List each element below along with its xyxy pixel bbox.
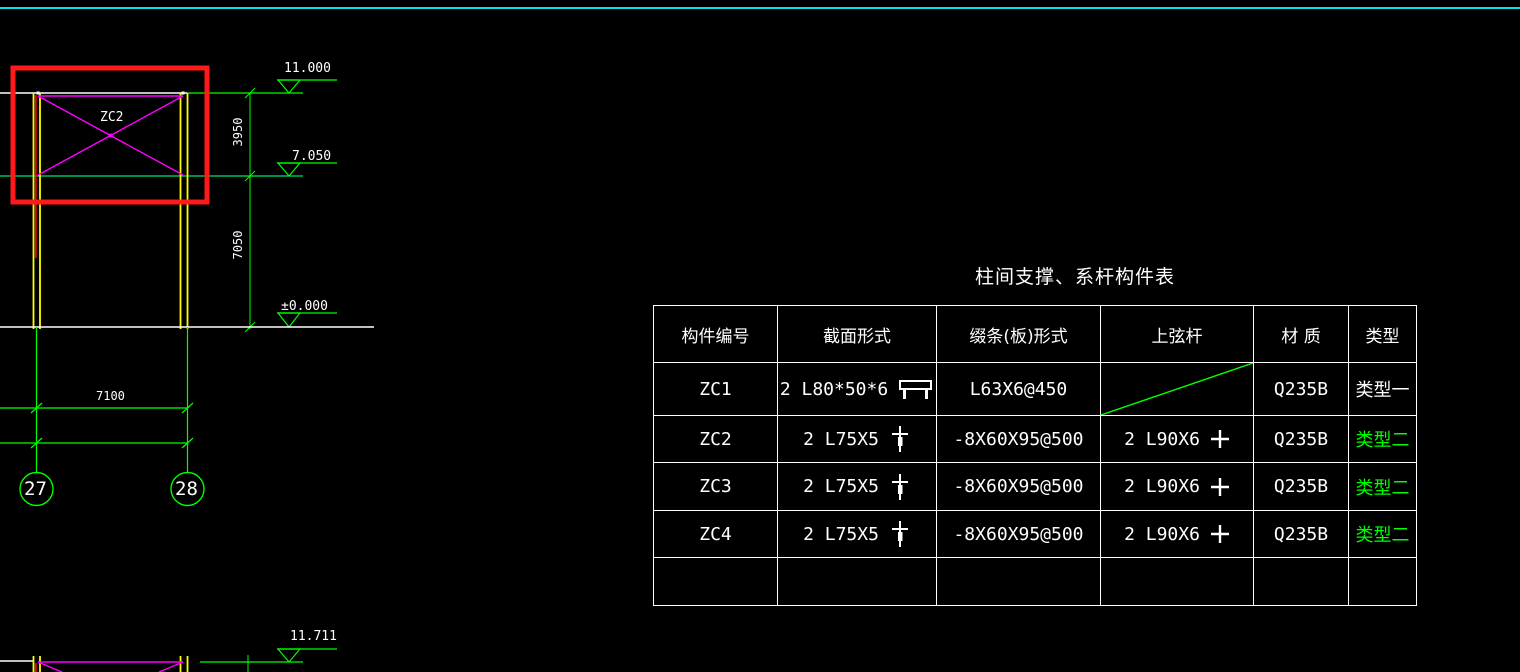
member-id: ZC1 [653, 362, 778, 416]
member-id: ZC3 [653, 462, 778, 511]
selection-highlight-box [10, 65, 210, 205]
grid-bubble-28-circle [170, 471, 205, 507]
cruciform-tee-icon [891, 521, 908, 547]
dimension-7050: 7050 [231, 230, 245, 260]
header-type: 类型 [1348, 305, 1417, 363]
diagonal-slash-icon [1101, 363, 1253, 415]
table-row: ZC4 2 L75X5 -8X60X95@500 2 L90X6 Q235B 类… [653, 510, 1417, 558]
double-angle-icon [899, 380, 933, 399]
header-member-id: 构件编号 [653, 305, 778, 363]
table-header-row: 构件编号 截面形式 缀条(板)形式 上弦杆 材 质 类型 [653, 305, 1417, 363]
section-text: 2 L75X5 [803, 523, 879, 545]
elevation-label-11711: 11.711 [290, 629, 337, 644]
elevation-label-7050: 7.050 [292, 149, 332, 164]
type-text: 类型二 [1348, 462, 1417, 511]
member-table: 构件编号 截面形式 缀条(板)形式 上弦杆 材 质 类型 ZC1 2 L80*5… [653, 305, 1417, 606]
brace-label: ZC2 [100, 110, 124, 125]
header-lacing-form: 缀条(板)形式 [936, 305, 1101, 363]
top-chord-cell [1100, 362, 1254, 416]
joint-dot-left [36, 91, 40, 95]
member-id: ZC4 [653, 510, 778, 558]
member-id: ZC2 [653, 415, 778, 463]
top-chord-text: 2 L90X6 [1124, 428, 1200, 450]
material-text: Q235B [1253, 415, 1349, 463]
section-text: 2 L75X5 [803, 428, 879, 450]
grid-bubble-28-label: 28 [175, 478, 198, 500]
table-row: ZC2 2 L75X5 -8X60X95@500 2 L90X6 Q235B 类… [653, 415, 1417, 463]
table-row: ZC3 2 L75X5 -8X60X95@500 2 L90X6 Q235B 类… [653, 462, 1417, 511]
material-text: Q235B [1253, 510, 1349, 558]
lacing-text: -8X60X95@500 [936, 510, 1101, 558]
header-material: 材 质 [1253, 305, 1349, 363]
cruciform-tee-icon [891, 473, 908, 500]
lacing-text: L63X6@450 [936, 362, 1101, 416]
elevation-label-11000: 11.000 [284, 61, 331, 76]
bracing-node [108, 133, 113, 138]
lacing-text: -8X60X95@500 [936, 462, 1101, 511]
plus-cross-icon [1210, 430, 1229, 448]
elevation-label-0000: ±0.000 [281, 299, 328, 314]
grid-bubble-27-label: 27 [24, 478, 47, 500]
material-text: Q235B [1253, 362, 1349, 416]
elevation-markers [276, 79, 337, 663]
cruciform-tee-icon [891, 426, 908, 452]
grid-lines [0, 327, 194, 472]
type-text: 类型一 [1348, 362, 1417, 416]
lacing-text: -8X60X95@500 [936, 415, 1101, 463]
type-text: 类型二 [1348, 415, 1417, 463]
material-text: Q235B [1253, 462, 1349, 511]
table-row: ZC1 2 L80*50*6 L63X6@450 Q235B 类型一 [653, 362, 1417, 416]
dimension-3950: 3950 [231, 117, 245, 147]
joint-dot-right [181, 91, 185, 95]
type-text: 类型二 [1348, 510, 1417, 558]
plus-cross-icon [1210, 525, 1229, 543]
section-text: 2 L80*50*6 [779, 378, 889, 400]
header-top-chord: 上弦杆 [1100, 305, 1254, 363]
plus-cross-icon [1210, 477, 1229, 496]
grid-bubble-27-circle [19, 471, 54, 507]
vertical-dimension-chain [243, 87, 257, 333]
top-chord-text: 2 L90X6 [1124, 523, 1200, 545]
header-section-form: 截面形式 [777, 305, 937, 363]
table-title: 柱间支撑、系杆构件表 [975, 266, 1176, 288]
dimension-7100: 7100 [96, 389, 125, 403]
lower-partial-view [0, 655, 303, 672]
top-chord-text: 2 L90X6 [1124, 476, 1200, 497]
section-text: 2 L75X5 [803, 476, 879, 497]
table-empty-row [653, 557, 1417, 606]
column-lines [32, 93, 189, 329]
